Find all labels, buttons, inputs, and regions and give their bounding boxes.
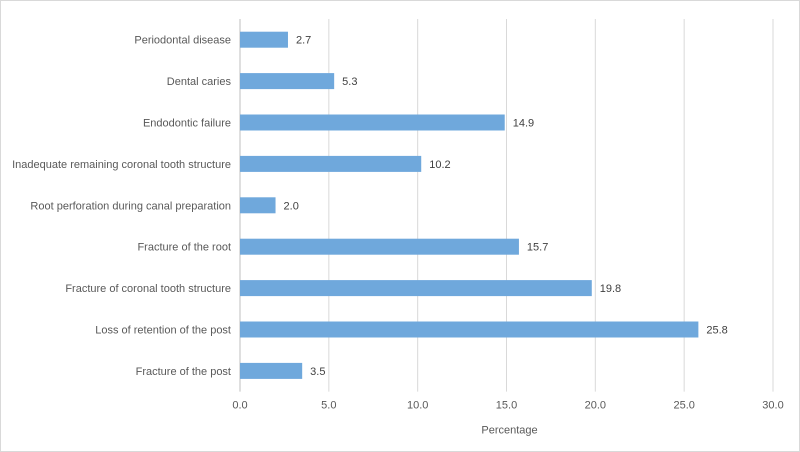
bar (240, 321, 699, 338)
x-axis-title: Percentage (481, 425, 537, 437)
data-label: 14.9 (513, 118, 534, 130)
data-label: 2.0 (284, 200, 299, 212)
bar (240, 155, 422, 172)
category-label: Endodontic failure (143, 118, 231, 130)
x-tick-label: 20.0 (585, 400, 606, 412)
category-label: Inadequate remaining coronal tooth struc… (12, 159, 231, 171)
bar (240, 197, 276, 214)
data-label: 15.7 (527, 242, 548, 254)
x-tick-label: 10.0 (407, 400, 428, 412)
x-tick-label: 15.0 (496, 400, 517, 412)
category-label: Dental caries (167, 76, 232, 88)
category-label: Fracture of coronal tooth structure (65, 283, 231, 295)
bar (240, 238, 519, 255)
bars (240, 31, 699, 379)
category-label: Periodontal disease (134, 35, 231, 47)
data-label: 3.5 (310, 366, 325, 378)
x-tick-label: 5.0 (321, 400, 336, 412)
x-tick-label: 30.0 (762, 400, 783, 412)
bar (240, 362, 303, 379)
x-tick-label: 0.0 (232, 400, 247, 412)
category-label: Fracture of the post (136, 366, 231, 378)
category-label: Root perforation during canal preparatio… (30, 200, 231, 212)
category-label: Loss of retention of the post (95, 325, 231, 337)
bar (240, 31, 288, 48)
data-label: 2.7 (296, 35, 311, 47)
data-label: 25.8 (706, 325, 727, 337)
bar (240, 114, 505, 131)
bar (240, 280, 592, 297)
labels: 0.0 5.0 10.0 15.0 20.0 25.0 30.0 Periodontal di… (12, 35, 784, 412)
x-tick-label: 25.0 (673, 400, 694, 412)
data-label: 19.8 (600, 283, 621, 295)
data-label: 10.2 (429, 159, 450, 171)
category-label: Fracture of the root (137, 242, 231, 254)
bar (240, 73, 335, 90)
data-label: 5.3 (342, 76, 357, 88)
